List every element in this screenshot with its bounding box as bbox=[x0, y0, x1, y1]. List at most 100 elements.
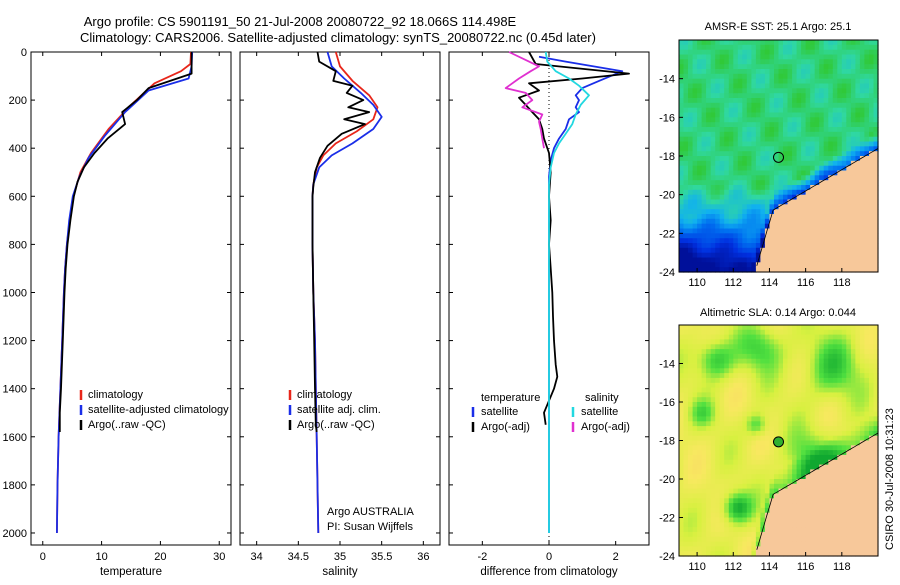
sst-map-cell bbox=[742, 252, 748, 259]
sla-map-cell bbox=[751, 358, 757, 365]
sst-map-cell bbox=[796, 122, 802, 128]
sla-map-cell bbox=[841, 531, 847, 538]
sst-map-cell bbox=[706, 122, 712, 128]
sla-map-cell bbox=[724, 353, 730, 360]
sst-map-cell bbox=[774, 93, 780, 99]
sla-map-cell bbox=[810, 483, 816, 490]
sla-map-cell bbox=[805, 353, 811, 360]
sla-map-cell bbox=[746, 464, 752, 470]
sla-map-cell bbox=[810, 531, 816, 538]
sla-map-cell bbox=[814, 426, 820, 432]
sst-map-cell bbox=[873, 93, 879, 99]
sst-map-cell bbox=[823, 107, 829, 114]
sst-map-cell bbox=[728, 107, 734, 114]
sla-map-cell bbox=[850, 527, 856, 533]
sla-map-cell bbox=[873, 387, 879, 393]
sla-map-cell bbox=[692, 536, 698, 543]
sst-map-cell bbox=[814, 243, 820, 249]
sla-map-cell bbox=[873, 358, 879, 365]
sla-map-cell bbox=[873, 334, 879, 340]
sst-map-cell bbox=[715, 146, 721, 152]
sst-map-cell bbox=[859, 209, 865, 215]
sst-map-cell bbox=[814, 64, 820, 70]
sla-map-cell bbox=[783, 430, 789, 437]
sla-map-cell bbox=[692, 464, 698, 470]
sla-map-cell bbox=[751, 479, 757, 485]
sst-map-cell bbox=[715, 117, 721, 123]
sst-map-cell bbox=[864, 127, 870, 133]
sst-map-cell bbox=[692, 160, 698, 167]
sst-map-cell bbox=[769, 194, 775, 201]
sla-map-cell bbox=[697, 464, 703, 470]
sst-map-cell bbox=[742, 194, 748, 201]
sla-map-cell bbox=[837, 349, 843, 355]
sla-map-cell bbox=[697, 454, 703, 461]
sla-map-cell bbox=[701, 493, 707, 499]
sla-map-cell bbox=[801, 426, 807, 432]
sst-map-cell bbox=[828, 247, 834, 254]
sst-map-cell bbox=[796, 214, 802, 220]
sla-map-cell bbox=[724, 483, 730, 490]
sst-map-cell bbox=[846, 252, 852, 259]
sst-map-cell bbox=[837, 127, 843, 133]
sla-map-cell bbox=[719, 435, 725, 442]
sla-map-cell bbox=[796, 411, 802, 417]
sst-map-cell bbox=[746, 40, 752, 46]
sst-map-cell bbox=[715, 247, 721, 254]
sst-map-cell bbox=[774, 175, 780, 181]
sst-map-cell bbox=[796, 127, 802, 133]
sst-map-cell bbox=[706, 252, 712, 259]
sst-map-cell bbox=[832, 127, 838, 133]
sla-map-cell bbox=[737, 536, 743, 543]
sla-map-cell bbox=[769, 536, 775, 543]
sst-map-cell bbox=[710, 122, 716, 128]
sla-map-cell bbox=[873, 464, 879, 470]
sla-map-cell bbox=[719, 493, 725, 499]
sst-map-cell bbox=[796, 98, 802, 104]
sla-map-cell bbox=[846, 551, 852, 557]
sla-map-cell bbox=[783, 387, 789, 393]
sla-map-cell bbox=[864, 349, 870, 355]
sla-map-cell bbox=[746, 493, 752, 499]
sst-map-cell bbox=[792, 233, 798, 239]
sst-map-cell bbox=[764, 107, 770, 114]
sla-map-cell bbox=[742, 411, 748, 417]
sla-map-cell bbox=[715, 507, 721, 514]
sla-map-cell bbox=[810, 358, 816, 365]
sla-map-cell bbox=[710, 522, 716, 528]
sla-map-cell bbox=[769, 377, 775, 384]
sla-map-cell bbox=[873, 546, 879, 552]
sla-map-cell bbox=[733, 454, 739, 461]
sla-map-cell bbox=[692, 551, 698, 557]
sst-map-cell bbox=[751, 64, 757, 70]
sla-map-cell bbox=[841, 411, 847, 417]
sla-map-cell bbox=[787, 426, 793, 432]
sla-map-cell bbox=[832, 416, 838, 422]
sst-map-cell bbox=[832, 204, 838, 210]
sla-map-cell bbox=[805, 406, 811, 413]
sst-map-cell bbox=[715, 257, 721, 263]
sst-map-cell bbox=[697, 189, 703, 196]
sla-map-cell bbox=[783, 382, 789, 389]
sst-map-cell bbox=[792, 64, 798, 70]
sla-map-cell bbox=[787, 503, 793, 509]
sla-map-cell bbox=[801, 353, 807, 360]
sla-map-cell bbox=[832, 531, 838, 538]
sst-map-cell bbox=[751, 243, 757, 249]
sst-map-cell bbox=[810, 54, 816, 60]
sst-map-cell bbox=[746, 112, 752, 118]
sst-map-cell bbox=[746, 117, 752, 123]
sla-map-cell bbox=[764, 546, 770, 552]
sla-map-cell bbox=[855, 498, 861, 504]
sla-map-cell bbox=[783, 411, 789, 417]
sst-map-cell bbox=[715, 199, 721, 205]
sla-map-cell bbox=[796, 464, 802, 470]
sst-map-cell bbox=[774, 54, 780, 60]
sst-map-cell bbox=[832, 44, 838, 51]
sla-map-cell bbox=[701, 349, 707, 355]
sla-map-cell bbox=[823, 498, 829, 504]
sla-map-cell bbox=[819, 536, 825, 543]
sst-map-cell bbox=[697, 218, 703, 225]
sst-map-cell bbox=[810, 180, 816, 186]
sst-map-cell bbox=[855, 175, 861, 181]
